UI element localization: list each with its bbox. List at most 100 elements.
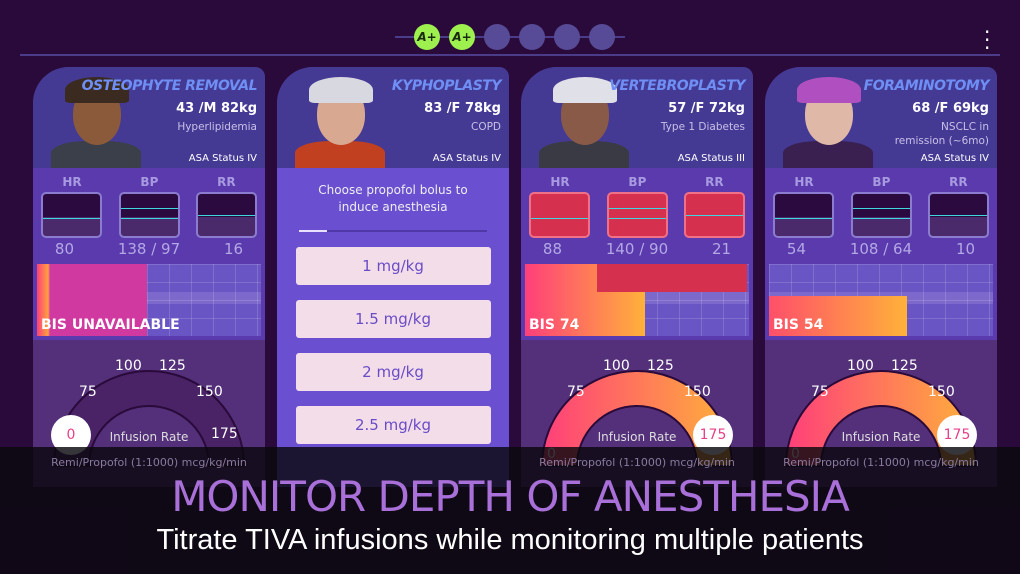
asa-status: ASA Status IV	[432, 153, 501, 164]
bis-label: BIS UNAVAILABLE	[41, 317, 180, 333]
gauge-label: Infusion Rate	[109, 430, 189, 444]
procedure-name: KYPHOPLASTY	[391, 78, 502, 94]
gauge-tick: 100	[847, 358, 874, 374]
asa-status: ASA Status IV	[920, 153, 989, 164]
level-dot: A+	[414, 24, 440, 50]
gauge-tick: 150	[684, 384, 711, 400]
patient-demographics: 57 /F 72kg	[668, 101, 745, 116]
rr-waveform	[196, 192, 257, 238]
gauge-tick: 75	[567, 384, 585, 400]
vitals-panel: HR BP RR 80 138 / 97 16 BIS UNAVAILABLE	[33, 168, 265, 340]
level-dot	[484, 24, 510, 50]
hr-value: 54	[786, 240, 806, 258]
gauge-tick: 100	[603, 358, 630, 374]
level-dot	[519, 24, 545, 50]
patient-condition: COPD	[470, 121, 501, 133]
procedure-name: FORAMINOTOMY	[863, 78, 990, 94]
level-dot	[554, 24, 580, 50]
hr-value: 88	[542, 240, 562, 258]
asa-status: ASA Status IV	[188, 153, 257, 164]
patient-demographics: 83 /F 78kg	[424, 101, 501, 116]
rr-value: 10	[955, 240, 976, 258]
patient-header: KYPHOPLASTY 83 /F 78kg COPD ASA Status I…	[277, 67, 509, 171]
gauge-tick: 75	[811, 384, 829, 400]
hr-waveform	[529, 192, 590, 238]
patient-card[interactable]: VERTEBROPLASTY 57 /F 72kg Type 1 Diabete…	[521, 67, 753, 487]
patient-header: VERTEBROPLASTY 57 /F 72kg Type 1 Diabete…	[521, 67, 753, 171]
hr-waveform	[41, 192, 102, 238]
bis-monitor: BIS 74	[525, 264, 749, 336]
vital-label: RR	[217, 175, 236, 189]
patient-condition: Hyperlipidemia	[177, 121, 257, 133]
patient-card[interactable]: FORAMINOTOMY 68 /F 69kg NSCLC in remissi…	[765, 67, 997, 487]
vital-label: RR	[949, 175, 968, 189]
header-divider	[395, 36, 625, 56]
vital-label: BP	[628, 175, 647, 189]
gauge-tick: 150	[928, 384, 955, 400]
vital-label: RR	[705, 175, 724, 189]
bp-value: 140 / 90	[605, 240, 669, 258]
bp-value: 108 / 64	[849, 240, 913, 258]
rr-waveform	[928, 192, 989, 238]
bolus-option[interactable]: 2 mg/kg	[295, 353, 491, 391]
bis-label: BIS 74	[529, 317, 580, 333]
procedure-name: VERTEBROPLASTY	[609, 78, 745, 94]
infusion-panel: 075100125150 Infusion Rate 175	[765, 340, 997, 487]
bp-waveform	[850, 192, 912, 238]
patient-condition: NSCLC in remission (~6mo)	[894, 121, 989, 147]
level-dot: A+	[449, 24, 475, 50]
patient-demographics: 68 /F 69kg	[912, 101, 989, 116]
gauge-tick: 125	[647, 358, 674, 374]
rr-waveform	[684, 192, 745, 238]
vital-label: BP	[140, 175, 159, 189]
banner-title: MONITOR DEPTH OF ANESTHESIA	[171, 472, 850, 521]
gauge-footer: Remi/Propofol (1:1000) mcg/kg/min	[51, 456, 247, 469]
hr-waveform	[773, 192, 834, 238]
gauge-label: Infusion Rate	[597, 430, 677, 444]
rr-value: 21	[711, 240, 732, 258]
patient-portrait	[51, 75, 141, 171]
bis-label: BIS 54	[773, 317, 824, 333]
patient-card[interactable]: OSTEOPHYTE REMOVAL 43 /M 82kg Hyperlipid…	[33, 67, 265, 487]
hr-value: 80	[54, 240, 74, 258]
patient-card[interactable]: KYPHOPLASTY 83 /F 78kg COPD ASA Status I…	[277, 67, 509, 487]
patient-portrait	[295, 75, 385, 171]
patient-demographics: 43 /M 82kg	[176, 101, 257, 116]
gauge-label: Infusion Rate	[841, 430, 921, 444]
gauge-tick: 125	[891, 358, 918, 374]
patient-condition: Type 1 Diabetes	[660, 121, 745, 133]
caption-banner	[0, 447, 1020, 574]
vital-label: HR	[62, 175, 82, 189]
gauge-tick: 125	[159, 358, 186, 374]
vital-label: HR	[550, 175, 570, 189]
gauge-tick: 75	[79, 384, 97, 400]
procedure-name: OSTEOPHYTE REMOVAL	[81, 78, 258, 94]
kebab-menu-icon[interactable]: · · ·	[984, 20, 991, 60]
bis-monitor: BIS UNAVAILABLE	[37, 264, 261, 336]
banner-subtitle: Titrate TIVA infusions while monitoring …	[156, 524, 864, 556]
gauge-footer: Remi/Propofol (1:1000) mcg/kg/min	[783, 456, 979, 469]
bis-monitor: BIS 54	[769, 264, 993, 336]
gauge-tick: 100	[115, 358, 142, 374]
gauge-tick: 150	[196, 384, 223, 400]
progress-dots: A+ A+	[414, 24, 615, 50]
level-dot	[589, 24, 615, 50]
vital-label: HR	[794, 175, 814, 189]
bolus-option[interactable]: 1 mg/kg	[295, 247, 491, 285]
gauge-footer: Remi/Propofol (1:1000) mcg/kg/min	[539, 456, 735, 469]
bolus-option[interactable]: 1.5 mg/kg	[295, 300, 491, 338]
bolus-prompt: Choose propofol bolus to induce anesthes…	[318, 183, 468, 214]
vitals-panel: HR BP RR 88 140 / 90 21 BIS 74	[521, 168, 753, 340]
asa-status: ASA Status III	[677, 153, 745, 164]
patient-portrait	[783, 75, 873, 171]
patient-header: OSTEOPHYTE REMOVAL 43 /M 82kg Hyperlipid…	[33, 67, 265, 171]
step-progress	[299, 230, 487, 232]
gauge-tick: 175	[211, 426, 238, 442]
bp-waveform	[606, 192, 668, 238]
bolus-chooser: Choose propofol bolus to induce anesthes…	[277, 168, 509, 487]
patient-portrait	[539, 75, 629, 171]
rr-value: 16	[223, 240, 244, 258]
patient-header: FORAMINOTOMY 68 /F 69kg NSCLC in remissi…	[765, 67, 997, 171]
bolus-option[interactable]: 2.5 mg/kg	[295, 406, 491, 444]
vitals-panel: HR BP RR 54 108 / 64 10 BIS 54	[765, 168, 997, 340]
